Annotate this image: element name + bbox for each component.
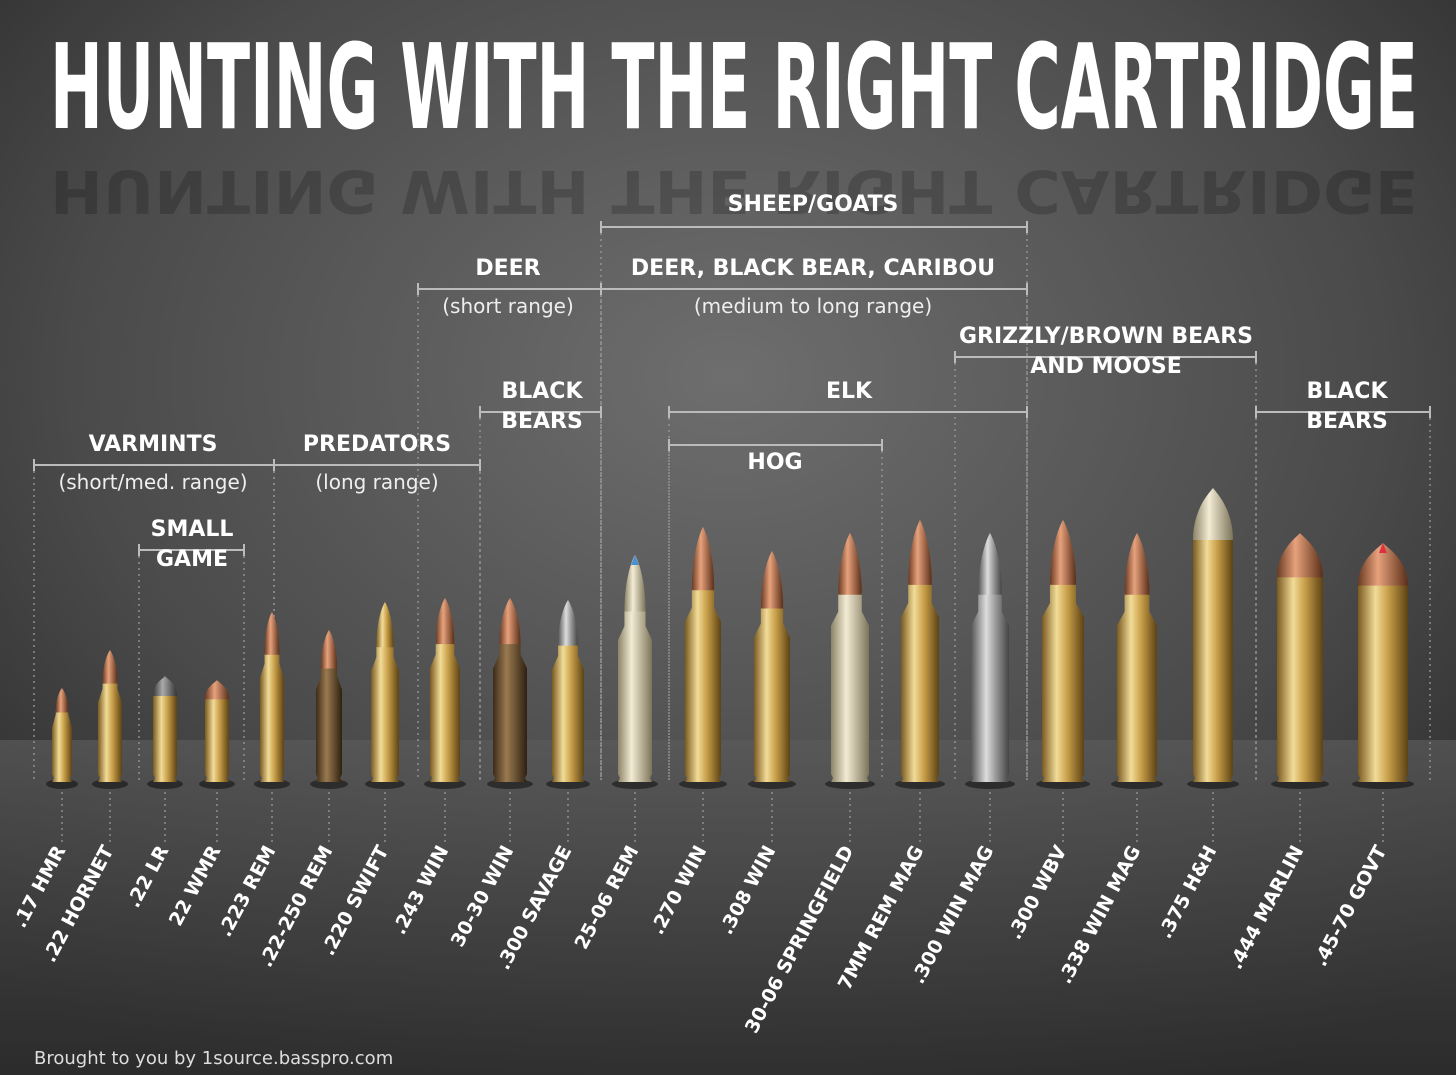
cartridge-bullet — [205, 680, 229, 700]
cartridge-bullet — [691, 527, 715, 591]
cartridge-bullet — [1124, 533, 1150, 595]
group-label: BEARS — [501, 409, 583, 434]
cartridge-case — [316, 666, 342, 782]
cartridge-bullet — [1358, 543, 1408, 586]
group-label: ELK — [826, 379, 873, 404]
group-label: BLACK — [1306, 379, 1388, 404]
cartridge-case — [1193, 537, 1233, 782]
cartridge-bullet — [376, 602, 394, 648]
cartridge-case — [971, 592, 1009, 782]
cartridge-bullet — [1193, 488, 1233, 540]
group-note: (medium to long range) — [694, 294, 932, 318]
footer: Brought to you by 1source.basspro.com — [34, 1048, 393, 1069]
group-label: AND MOOSE — [1030, 354, 1182, 379]
group-label: DEER, BLACK BEAR, CARIBOU — [631, 256, 995, 281]
cartridge-bullet — [153, 676, 177, 697]
cartridge-case — [153, 694, 177, 782]
cartridge-case — [1042, 582, 1084, 782]
title: HUNTING WITH THE RIGHT CARTRIDGE — [50, 18, 1418, 156]
cartridge-bullet — [1277, 533, 1323, 578]
group-note: (long range) — [315, 470, 438, 494]
bullet-tip — [631, 555, 639, 565]
group-label: BLACK — [501, 379, 583, 404]
group-label: SMALL — [151, 517, 234, 542]
cartridge-case — [205, 697, 229, 782]
group-note: (short range) — [442, 294, 574, 318]
group-label: GRIZZLY/BROWN BEARS — [959, 324, 1253, 349]
cartridge-case — [98, 681, 122, 782]
cartridge-case — [618, 609, 652, 782]
cartridge-case — [1277, 575, 1323, 782]
group-label: SHEEP/GOATS — [728, 192, 899, 217]
cartridge-bullet — [499, 598, 521, 645]
cartridge-bullet — [1049, 520, 1077, 585]
floor — [0, 740, 1456, 1075]
cartridge-case — [493, 642, 527, 782]
cartridge-bullet — [908, 520, 932, 585]
cartridge-case — [1117, 592, 1157, 782]
group-label: PREDATORS — [303, 432, 451, 457]
cartridge-case — [371, 645, 399, 782]
cartridge-bullet — [978, 533, 1002, 595]
group-label: GAME — [156, 547, 228, 572]
group-label: DEER — [475, 256, 540, 281]
cartridge-bullet — [320, 630, 338, 669]
group-brackets: SHEEP/GOATS DEER (short range) DEER, BLACK … — [33, 192, 1431, 780]
cartridge-case — [685, 588, 721, 782]
cartridge-case — [430, 642, 460, 782]
group-label: HOG — [747, 450, 802, 475]
cartridge-bullet — [624, 555, 646, 612]
cartridge-bullet — [264, 612, 280, 655]
cartridge-bullet — [558, 600, 578, 646]
group-label: BEARS — [1306, 409, 1388, 434]
group-label: VARMINTS — [89, 432, 218, 457]
cartridge-bullet — [435, 598, 455, 645]
cartridge-bullet — [55, 688, 69, 713]
title-reflection: HUNTING WITH THE RIGHT CARTRIDGE — [50, 157, 1418, 226]
cartridge-case — [831, 592, 869, 782]
bullet-tip — [1379, 543, 1387, 553]
cartridge-case — [901, 582, 939, 782]
cartridge-case — [1358, 583, 1408, 782]
cartridge-bullet — [102, 650, 118, 684]
cartridge-bullet — [760, 551, 784, 609]
cartridge-bullet — [838, 533, 862, 595]
cartridge-case — [52, 710, 72, 782]
cartridge-case — [260, 652, 284, 782]
cartridge-case — [754, 606, 790, 782]
cartridge-case — [552, 643, 584, 782]
group-note: (short/med. range) — [58, 470, 247, 494]
